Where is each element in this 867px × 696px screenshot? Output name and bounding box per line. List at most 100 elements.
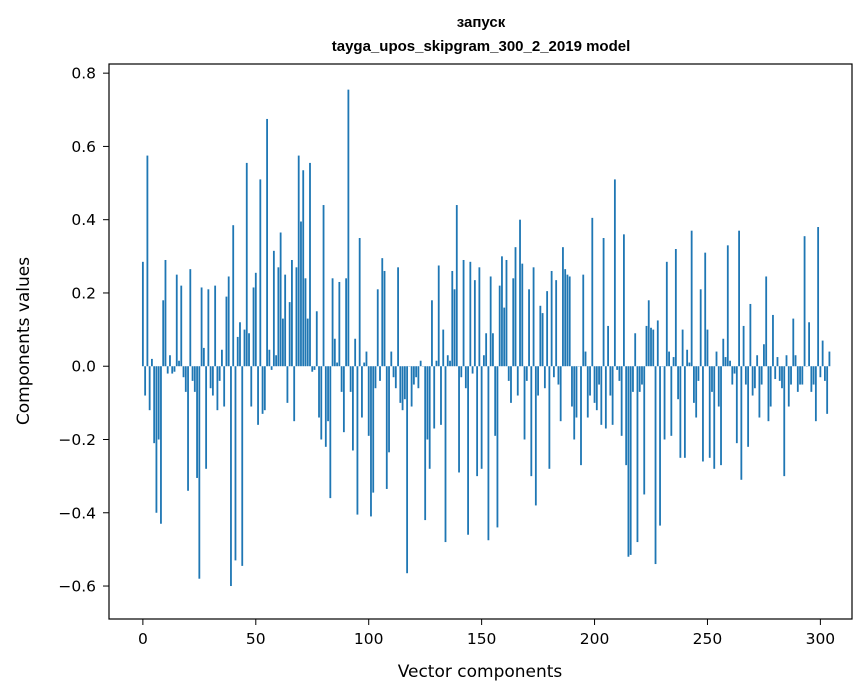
bar xyxy=(543,366,546,389)
bar xyxy=(397,267,399,367)
chart-subtitle: tayga_upos_skipgram_300_2_2019 model xyxy=(332,38,631,55)
bar xyxy=(406,366,409,574)
bar xyxy=(715,351,718,367)
bar xyxy=(760,366,763,385)
bar xyxy=(184,366,187,392)
bar xyxy=(693,366,695,403)
bar xyxy=(173,366,176,372)
bar xyxy=(564,269,567,367)
bar xyxy=(487,366,490,541)
bar xyxy=(772,314,774,367)
bar xyxy=(419,360,422,367)
bar xyxy=(629,366,632,555)
bar xyxy=(367,366,370,436)
bar xyxy=(437,265,440,367)
bar xyxy=(503,307,506,367)
bar xyxy=(388,366,390,453)
bar xyxy=(259,179,262,367)
bar xyxy=(288,302,291,367)
bar xyxy=(571,366,573,407)
bar xyxy=(720,366,722,466)
bar xyxy=(781,366,783,389)
bar xyxy=(401,366,404,411)
bar xyxy=(611,366,614,425)
bar xyxy=(566,274,569,367)
bar xyxy=(580,366,582,466)
bar xyxy=(295,267,298,367)
bar xyxy=(480,366,483,469)
plot-frame xyxy=(108,63,853,620)
bar xyxy=(516,366,519,396)
bar xyxy=(155,366,158,513)
bar xyxy=(266,118,268,367)
bar xyxy=(575,366,578,418)
bar xyxy=(552,366,555,378)
bar xyxy=(304,278,307,367)
bar xyxy=(507,366,510,381)
bar xyxy=(722,338,725,367)
y-tick-label: −0.2 xyxy=(58,431,96,449)
bar xyxy=(230,366,232,587)
bar xyxy=(444,366,447,543)
bar xyxy=(376,289,379,367)
bar xyxy=(539,305,542,367)
bar xyxy=(464,366,467,389)
y-tick-label: −0.4 xyxy=(58,504,96,522)
bar xyxy=(352,366,354,451)
bar xyxy=(157,366,160,440)
bar xyxy=(521,263,524,367)
bar xyxy=(758,366,761,418)
bar xyxy=(284,274,287,367)
bar xyxy=(261,366,264,414)
bar xyxy=(591,217,594,367)
bar xyxy=(340,366,343,392)
bar xyxy=(356,366,359,515)
bar xyxy=(810,366,813,392)
bar xyxy=(790,366,792,385)
bar xyxy=(160,366,162,524)
bar xyxy=(492,333,494,367)
bar xyxy=(618,366,621,381)
x-tick-label: 150 xyxy=(467,630,497,648)
bar xyxy=(148,366,151,411)
bar xyxy=(153,366,156,444)
bar xyxy=(327,366,329,422)
bar xyxy=(537,366,539,396)
bar xyxy=(205,366,208,469)
chart-title: запуск xyxy=(457,14,506,31)
bar xyxy=(645,325,648,367)
bar xyxy=(460,366,463,378)
bar xyxy=(677,366,680,400)
bar xyxy=(620,366,623,436)
bar xyxy=(381,258,384,367)
bar xyxy=(166,366,169,374)
bar xyxy=(573,366,576,440)
bar xyxy=(636,366,639,543)
bar xyxy=(297,155,300,367)
bar xyxy=(726,245,729,367)
bar xyxy=(824,366,826,381)
bar xyxy=(550,270,553,367)
bar xyxy=(311,366,314,372)
bar xyxy=(616,366,619,370)
bar xyxy=(365,351,368,367)
bar xyxy=(431,300,433,367)
bar xyxy=(650,327,652,367)
y-axis-label: Components values xyxy=(14,257,34,425)
bar xyxy=(243,329,246,367)
bar xyxy=(595,366,598,411)
bar xyxy=(198,366,201,579)
bar xyxy=(819,366,822,378)
bar xyxy=(171,366,174,374)
x-tick-label: 50 xyxy=(246,630,266,648)
bar xyxy=(146,155,149,367)
bar xyxy=(501,256,503,367)
bar xyxy=(668,351,670,367)
bar xyxy=(688,362,691,367)
bar xyxy=(291,259,293,367)
bar xyxy=(349,366,352,392)
bar xyxy=(234,366,237,561)
bar xyxy=(704,252,707,367)
